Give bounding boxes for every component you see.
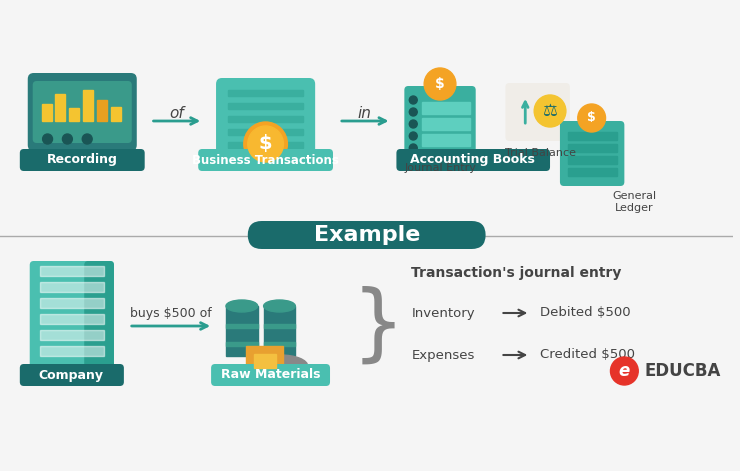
Text: $: $ <box>435 77 445 91</box>
Bar <box>263 324 295 328</box>
Bar <box>423 102 470 114</box>
FancyBboxPatch shape <box>20 364 124 386</box>
Bar <box>568 168 617 176</box>
Ellipse shape <box>226 300 258 312</box>
Text: Expenses: Expenses <box>411 349 474 362</box>
Bar <box>423 134 470 146</box>
Circle shape <box>82 134 92 144</box>
Bar <box>228 103 303 109</box>
Bar <box>228 90 303 96</box>
Bar <box>64 158 100 163</box>
Circle shape <box>409 120 417 128</box>
Text: in: in <box>357 106 371 121</box>
Text: Business Transactions: Business Transactions <box>192 154 339 167</box>
Bar <box>40 266 104 276</box>
Text: Debited $500: Debited $500 <box>540 307 630 319</box>
FancyBboxPatch shape <box>30 261 114 371</box>
Bar <box>111 107 121 121</box>
Text: EDUCBA: EDUCBA <box>645 362 721 380</box>
Bar <box>228 129 303 135</box>
Bar <box>226 324 258 328</box>
Circle shape <box>578 104 605 132</box>
FancyBboxPatch shape <box>198 149 333 171</box>
Bar <box>40 346 104 356</box>
Ellipse shape <box>253 355 308 377</box>
Bar <box>226 342 258 346</box>
Text: Company: Company <box>39 368 104 382</box>
Text: Trial Balance: Trial Balance <box>505 148 576 158</box>
FancyBboxPatch shape <box>397 149 550 171</box>
Bar <box>83 89 93 121</box>
FancyBboxPatch shape <box>84 261 114 371</box>
Bar <box>228 142 303 148</box>
Bar <box>97 100 107 121</box>
Bar <box>40 298 104 308</box>
FancyBboxPatch shape <box>20 149 145 171</box>
Text: Transaction's journal entry: Transaction's journal entry <box>411 266 622 280</box>
FancyBboxPatch shape <box>404 86 476 156</box>
Text: Credited $500: Credited $500 <box>540 349 635 362</box>
Bar <box>76 149 88 159</box>
Text: Recording: Recording <box>47 154 118 167</box>
Bar <box>263 306 295 356</box>
Text: }: } <box>352 285 405 366</box>
Bar <box>40 314 104 324</box>
Circle shape <box>409 108 417 116</box>
Text: Journal Entry: Journal Entry <box>404 163 476 173</box>
Circle shape <box>248 126 283 162</box>
Text: $: $ <box>588 112 596 124</box>
Circle shape <box>43 134 53 144</box>
Text: Accounting Books: Accounting Books <box>410 154 535 167</box>
Circle shape <box>243 122 287 166</box>
Circle shape <box>610 357 638 385</box>
FancyBboxPatch shape <box>216 78 315 168</box>
Circle shape <box>534 95 566 127</box>
FancyBboxPatch shape <box>248 221 485 249</box>
Bar <box>568 156 617 164</box>
Bar <box>56 94 65 121</box>
FancyBboxPatch shape <box>27 73 137 151</box>
Text: Example: Example <box>314 225 420 245</box>
Bar <box>423 118 470 130</box>
Text: buys $500 of: buys $500 of <box>130 307 212 319</box>
FancyBboxPatch shape <box>33 81 132 143</box>
Bar <box>228 116 303 122</box>
Circle shape <box>409 144 417 152</box>
Text: of: of <box>169 106 184 121</box>
Bar <box>254 354 275 368</box>
FancyBboxPatch shape <box>505 83 570 141</box>
Bar <box>263 342 295 346</box>
Ellipse shape <box>263 300 295 312</box>
Text: General
Ledger: General Ledger <box>612 191 656 212</box>
Bar <box>70 108 79 121</box>
Circle shape <box>424 68 456 100</box>
Bar <box>40 330 104 340</box>
FancyBboxPatch shape <box>560 121 625 186</box>
Text: Inventory: Inventory <box>411 307 475 319</box>
Bar <box>40 282 104 292</box>
Circle shape <box>62 134 73 144</box>
Text: ⚖: ⚖ <box>542 102 557 120</box>
Circle shape <box>409 96 417 104</box>
Bar <box>226 306 258 356</box>
Circle shape <box>409 132 417 140</box>
Text: e: e <box>619 362 630 380</box>
Bar <box>568 144 617 152</box>
Bar <box>246 346 283 376</box>
FancyBboxPatch shape <box>211 364 330 386</box>
Bar <box>568 132 617 140</box>
Bar <box>41 104 52 121</box>
Text: Raw Materials: Raw Materials <box>221 368 320 382</box>
Text: $: $ <box>259 135 272 154</box>
